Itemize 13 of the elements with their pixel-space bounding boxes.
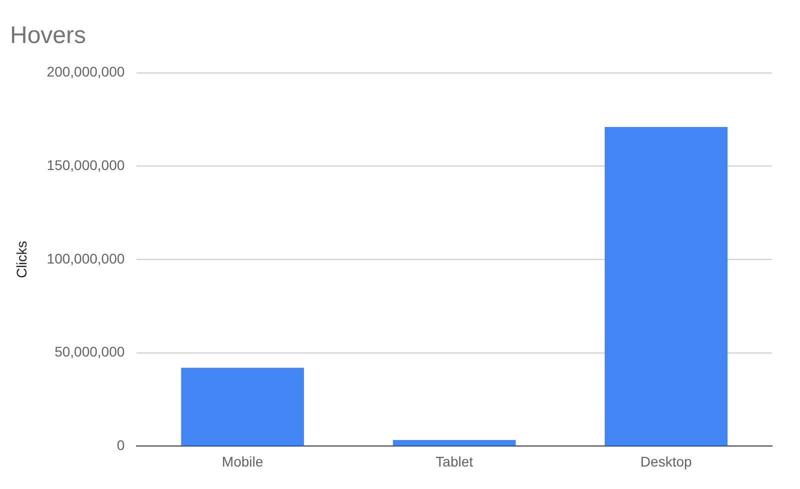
x-tick-label: Tablet [436,453,474,470]
y-axis-title: Clicks [13,240,30,278]
y-tick-label: 200,000,000 [46,64,125,80]
x-tick-label: Mobile [222,453,264,470]
y-tick-label: 100,000,000 [46,250,125,266]
bar [181,368,304,446]
y-tick-label: 0 [116,437,125,454]
x-tick-label: Desktop [640,453,692,470]
chart-title: Hovers [10,22,86,50]
y-tick-label: 150,000,000 [46,157,125,174]
y-tick-label: 50,000,000 [54,344,125,360]
bar [604,126,728,446]
bar [392,440,516,446]
